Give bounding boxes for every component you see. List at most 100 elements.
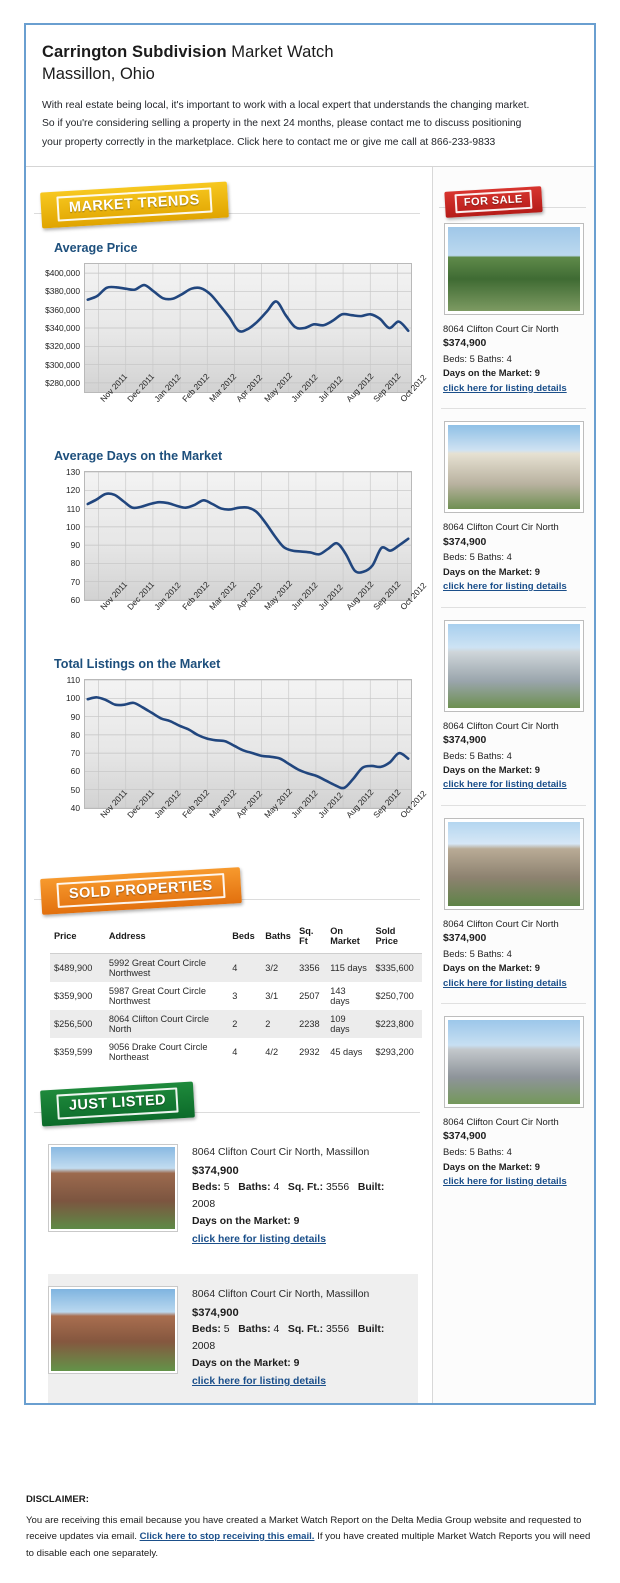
- just-listed-card[interactable]: 8064 Clifton Court Cir North, Massillon $…: [48, 1134, 418, 1260]
- property-photo-image: [447, 226, 580, 311]
- property-photo[interactable]: [443, 222, 584, 315]
- table-row[interactable]: $256,500 8064 Clifton Court Circle North 2…: [50, 1009, 422, 1038]
- listing-details-link[interactable]: click here for listing details: [443, 382, 567, 394]
- chart-svg: [85, 263, 411, 392]
- y-axis-tick-label: 80: [70, 558, 80, 569]
- y-axis-tick-label: 110: [66, 503, 80, 514]
- property-photo-image: [447, 623, 580, 708]
- chart-svg: [85, 471, 411, 600]
- days-on-market: Days on the Market: 9: [192, 1358, 300, 1370]
- listing-details-link[interactable]: click here for listing details: [192, 1375, 326, 1387]
- listing-details-link[interactable]: click here for listing details: [192, 1233, 326, 1245]
- cell-price: $359,900: [54, 990, 93, 1001]
- for-sale-card[interactable]: 8064 Clifton Court Cir North $374,900 Beds…: [441, 222, 586, 402]
- chart-avg-days-on-market: 130 120 110 100 90 80 70 60: [66, 467, 412, 605]
- property-photo-image: [51, 1289, 175, 1372]
- just-listed-card[interactable]: 8064 Clifton Court Cir North, Massillon $…: [48, 1274, 418, 1403]
- listing-price: $374,900: [443, 734, 487, 746]
- cell-beds: 3: [232, 990, 238, 1001]
- unsubscribe-link[interactable]: Click here to stop receiving this email.: [139, 1531, 315, 1542]
- chart-xaxis-avg-days: Nov 2011 Dec 2011 Jan 2012 Feb 2012 Mar 2012…: [84, 578, 429, 645]
- y-axis-tick-label: $380,000: [45, 286, 80, 297]
- for-sale-list: 8064 Clifton Court Cir North $374,900 Beds…: [433, 222, 594, 1195]
- sold-table-header-row: Price Address Beds Baths Sq. Ft On Marke…: [50, 920, 422, 954]
- email-header: Carrington Subdivision Market Watch Mass…: [26, 25, 594, 167]
- beds-value: 5: [223, 1181, 230, 1193]
- chart-series-line: [88, 285, 408, 332]
- col-sqft: Sq. Ft: [295, 920, 327, 954]
- listing-details-link[interactable]: click here for listing details: [443, 1175, 567, 1187]
- property-photo[interactable]: [443, 421, 584, 514]
- table-row[interactable]: $359,900 5987 Great Court Circle Northwes…: [50, 982, 422, 1010]
- y-axis-tick-label: 80: [70, 729, 80, 740]
- for-sale-card[interactable]: 8064 Clifton Court Cir North $374,900 Beds…: [441, 408, 586, 600]
- for-sale-sidebar: FOR SALE 8064 Clifton Court Cir North $37…: [432, 166, 594, 1403]
- market-trends-banner-label: MARKET TRENDS: [56, 187, 213, 222]
- listing-details-link[interactable]: click here for listing details: [443, 977, 567, 989]
- cell-beds: 4: [232, 1046, 238, 1057]
- for-sale-info: 8064 Clifton Court Cir North $374,900 Beds…: [441, 322, 586, 396]
- chart-block-average-price: Average Price $400,000 $380,000 $360,000 $3…: [26, 241, 432, 437]
- property-photo[interactable]: [443, 619, 584, 712]
- sqft-label: Sq. Ft.:: [287, 1324, 324, 1336]
- chart-svg: [85, 679, 411, 808]
- sqft-label: Sq. Ft.:: [287, 1181, 324, 1193]
- just-listed-info: 8064 Clifton Court Cir North, Massillon $…: [192, 1144, 410, 1248]
- chart-xaxis-average-price: Nov 2011 Dec 2011 Jan 2012 Feb 2012 Mar 2012…: [84, 370, 429, 437]
- property-photo[interactable]: [443, 1016, 584, 1109]
- days-on-market: Days on the Market: 9: [443, 565, 540, 577]
- listing-address: 8064 Clifton Court Cir North: [443, 322, 559, 334]
- y-axis-tick-label: $320,000: [45, 341, 80, 352]
- chart-average-price: $400,000 $380,000 $360,000 $340,000 $320,000…: [45, 262, 412, 393]
- disclaimer-text-1: You are receiving this email because you…: [26, 1514, 582, 1543]
- built-value: 2008: [192, 1341, 216, 1353]
- for-sale-info: 8064 Clifton Court Cir North $374,900 Beds…: [441, 520, 586, 594]
- property-photo[interactable]: [443, 817, 584, 910]
- chart-block-avg-days: Average Days on the Market 130 120 110 100 9…: [26, 449, 432, 645]
- cell-on-market: 115 days: [330, 962, 367, 973]
- for-sale-info: 8064 Clifton Court Cir North $374,900 Beds…: [441, 719, 586, 793]
- col-address: Address: [104, 920, 229, 954]
- listing-price: $374,900: [192, 1307, 239, 1320]
- beds-value: 5: [223, 1324, 230, 1336]
- y-axis-tick-label: $340,000: [45, 322, 80, 333]
- just-listed-banner-wrap: JUST LISTED: [26, 1081, 432, 1128]
- cell-sqft: 2238: [299, 1018, 320, 1029]
- listing-details-link[interactable]: click here for listing details: [443, 779, 567, 791]
- built-label: Built:: [357, 1181, 385, 1193]
- chart-title-avg-days: Average Days on the Market: [54, 448, 223, 463]
- for-sale-card[interactable]: 8064 Clifton Court Cir North $374,900 Beds…: [441, 1003, 586, 1195]
- chart-total-listings: 110 100 90 80 70 60 50 40: [66, 675, 412, 813]
- cell-sqft: 2507: [299, 990, 320, 1001]
- cell-sold-price: $250,700: [375, 990, 414, 1001]
- baths-value: 4: [273, 1181, 280, 1193]
- cell-beds: 2: [232, 1018, 238, 1029]
- chart-xaxis-total-listings: Nov 2011 Dec 2011 Jan 2012 Feb 2012 Mar 2012…: [84, 786, 429, 853]
- page-title: Carrington Subdivision Market Watch: [42, 43, 578, 62]
- listing-price: $374,900: [443, 1131, 487, 1143]
- for-sale-card[interactable]: 8064 Clifton Court Cir North $374,900 Beds…: [441, 804, 586, 997]
- listing-details-link[interactable]: click here for listing details: [443, 580, 567, 592]
- listing-address: 8064 Clifton Court Cir North: [443, 719, 559, 731]
- property-photo[interactable]: [48, 1286, 178, 1375]
- for-sale-card[interactable]: 8064 Clifton Court Cir North $374,900 Beds…: [441, 606, 586, 799]
- baths-label: Baths:: [238, 1324, 271, 1336]
- y-axis-tick-label: 90: [70, 711, 80, 722]
- listing-price: $374,900: [443, 338, 487, 350]
- listing-beds-baths: Beds: 5 Baths: 4: [443, 551, 512, 563]
- cell-beds: 4: [232, 962, 238, 973]
- sqft-value: 3556: [326, 1324, 350, 1336]
- disclaimer-title: DISCLAIMER:: [26, 1494, 89, 1505]
- market-trends-banner: MARKET TRENDS: [40, 181, 229, 229]
- cell-on-market: 143 days: [330, 985, 350, 1006]
- chart-title-total-listings: Total Listings on the Market: [54, 656, 221, 671]
- email-body: MARKET TRENDS Average Price $400,000 $380…: [26, 166, 594, 1403]
- y-axis-tick-label: 110: [66, 674, 80, 685]
- table-row[interactable]: $489,900 5992 Great Court Circle Northwes…: [50, 953, 422, 982]
- table-row[interactable]: $359,599 9056 Drake Court Circle Northeas…: [50, 1038, 422, 1066]
- property-photo[interactable]: [48, 1143, 178, 1232]
- listing-specs: Beds: 5 Baths: 4 Sq. Ft.: 3556 Built: 20…: [192, 1322, 410, 1356]
- property-photo-image: [447, 1020, 580, 1105]
- y-axis-tick-label: 130: [66, 466, 80, 477]
- listing-address: 8064 Clifton Court Cir North: [443, 1116, 559, 1128]
